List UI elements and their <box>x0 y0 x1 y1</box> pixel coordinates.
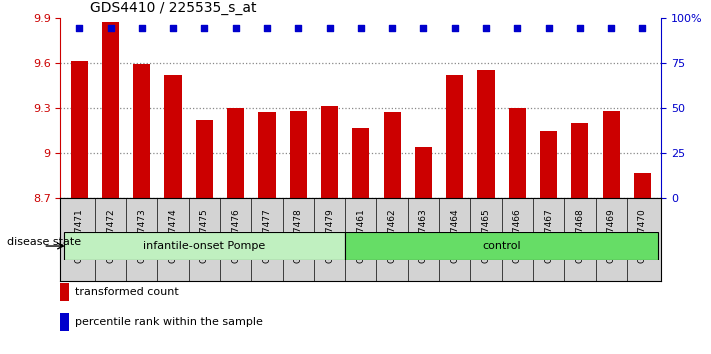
Point <box>637 25 648 31</box>
Bar <box>60 283 70 301</box>
Point <box>387 25 398 31</box>
Text: GSM947461: GSM947461 <box>356 208 365 263</box>
Text: percentile rank within the sample: percentile rank within the sample <box>75 318 262 327</box>
Text: disease state: disease state <box>7 238 81 247</box>
Point <box>512 25 523 31</box>
Text: GSM947479: GSM947479 <box>325 208 334 263</box>
Bar <box>383 113 401 198</box>
Bar <box>60 313 70 331</box>
Point <box>198 25 210 31</box>
Text: control: control <box>482 241 521 251</box>
Bar <box>446 75 464 198</box>
Text: GSM947473: GSM947473 <box>137 208 146 263</box>
Text: GSM947466: GSM947466 <box>513 208 522 263</box>
Bar <box>540 131 557 198</box>
Text: GSM947470: GSM947470 <box>638 208 647 263</box>
Text: GSM947469: GSM947469 <box>606 208 616 263</box>
Bar <box>571 123 589 198</box>
Point <box>449 25 461 31</box>
Point <box>543 25 555 31</box>
Text: infantile-onset Pompe: infantile-onset Pompe <box>143 241 265 251</box>
Bar <box>477 70 495 198</box>
Text: GSM947477: GSM947477 <box>262 208 272 263</box>
Point <box>167 25 178 31</box>
Bar <box>164 75 182 198</box>
Bar <box>289 111 307 198</box>
Text: GDS4410 / 225535_s_at: GDS4410 / 225535_s_at <box>90 1 257 15</box>
Text: GSM947476: GSM947476 <box>231 208 240 263</box>
Text: GSM947468: GSM947468 <box>575 208 584 263</box>
Point <box>356 25 367 31</box>
Bar <box>70 61 88 198</box>
Bar <box>63 232 345 260</box>
Text: GSM947463: GSM947463 <box>419 208 428 263</box>
Point <box>73 25 85 31</box>
Point <box>324 25 335 31</box>
Point <box>261 25 272 31</box>
Text: GSM947478: GSM947478 <box>294 208 303 263</box>
Text: GSM947465: GSM947465 <box>481 208 491 263</box>
Bar <box>133 64 151 198</box>
Text: GSM947474: GSM947474 <box>169 208 178 263</box>
Bar <box>102 22 119 198</box>
Bar <box>415 147 432 198</box>
Point <box>105 25 116 31</box>
Bar <box>227 108 245 198</box>
Point <box>606 25 617 31</box>
Bar <box>196 120 213 198</box>
Text: GSM947472: GSM947472 <box>106 208 115 263</box>
Text: GSM947464: GSM947464 <box>450 208 459 263</box>
Bar <box>352 127 370 198</box>
Point <box>574 25 586 31</box>
Point <box>292 25 304 31</box>
Bar <box>321 107 338 198</box>
Bar <box>345 232 658 260</box>
Text: GSM947471: GSM947471 <box>75 208 84 263</box>
Point <box>418 25 429 31</box>
Text: GSM947475: GSM947475 <box>200 208 209 263</box>
Bar <box>634 173 651 198</box>
Text: GSM947462: GSM947462 <box>387 208 397 263</box>
Point <box>136 25 147 31</box>
Text: transformed count: transformed count <box>75 287 178 297</box>
Bar <box>602 111 620 198</box>
Point <box>481 25 492 31</box>
Text: GSM947467: GSM947467 <box>544 208 553 263</box>
Point <box>230 25 241 31</box>
Bar <box>508 108 526 198</box>
Bar <box>258 113 276 198</box>
